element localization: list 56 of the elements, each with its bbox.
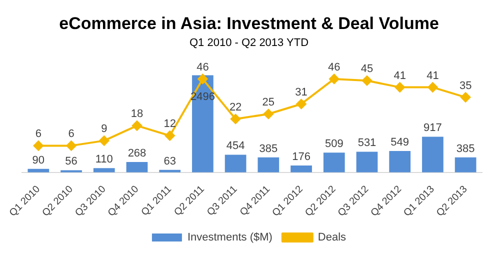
legend-label: Deals bbox=[318, 232, 347, 244]
data-label: 385 bbox=[259, 142, 278, 155]
point bbox=[296, 98, 306, 109]
data-label: 385 bbox=[456, 142, 475, 155]
bar bbox=[422, 136, 444, 172]
point bbox=[362, 76, 372, 86]
data-label: 531 bbox=[358, 137, 376, 150]
bar bbox=[356, 152, 378, 172]
data-label: 9 bbox=[101, 123, 108, 136]
point bbox=[66, 140, 76, 151]
data-label: 18 bbox=[130, 108, 144, 120]
data-label: 454 bbox=[226, 140, 245, 152]
point bbox=[394, 82, 405, 92]
data-label: 176 bbox=[292, 151, 310, 164]
bar bbox=[323, 152, 345, 172]
data-label: 25 bbox=[262, 96, 275, 109]
legend-label: Investments ($M) bbox=[187, 232, 272, 244]
bar bbox=[224, 154, 246, 172]
data-label: 917 bbox=[424, 122, 442, 134]
point bbox=[132, 120, 142, 131]
bar bbox=[258, 157, 280, 172]
data-label: 6 bbox=[35, 128, 42, 140]
data-label: 31 bbox=[295, 86, 308, 99]
data-label: 46 bbox=[196, 61, 209, 74]
bar bbox=[93, 168, 115, 172]
chart-subtitle: Q1 2010 - Q2 2013 YTD bbox=[189, 37, 309, 50]
chart-title: eCommerce in Asia: Investment & Deal Volume bbox=[59, 14, 439, 33]
point bbox=[428, 82, 438, 92]
bar bbox=[389, 151, 411, 172]
data-label: 6 bbox=[68, 128, 74, 140]
point bbox=[263, 108, 274, 119]
data-label: 41 bbox=[426, 70, 439, 82]
data-label: 46 bbox=[328, 61, 340, 74]
data-label: 63 bbox=[164, 155, 176, 168]
data-label: 56 bbox=[65, 156, 78, 168]
bar bbox=[290, 166, 312, 172]
data-label: 12 bbox=[164, 118, 176, 130]
data-label: 110 bbox=[95, 154, 113, 166]
point bbox=[164, 130, 175, 141]
data-label: 22 bbox=[229, 102, 242, 114]
bar bbox=[126, 162, 148, 172]
data-label: 549 bbox=[390, 136, 410, 149]
point bbox=[33, 140, 44, 151]
point bbox=[329, 74, 340, 84]
point bbox=[230, 114, 241, 124]
data-label: 509 bbox=[324, 138, 344, 150]
data-label: 35 bbox=[459, 80, 472, 92]
data-label: 90 bbox=[32, 154, 45, 166]
bar bbox=[192, 75, 214, 172]
bar bbox=[454, 157, 476, 172]
point bbox=[99, 136, 110, 146]
data-label: 268 bbox=[128, 147, 146, 160]
data-label: 41 bbox=[394, 70, 406, 82]
data-label: 45 bbox=[360, 63, 374, 76]
point bbox=[460, 92, 471, 102]
point bbox=[198, 74, 208, 84]
